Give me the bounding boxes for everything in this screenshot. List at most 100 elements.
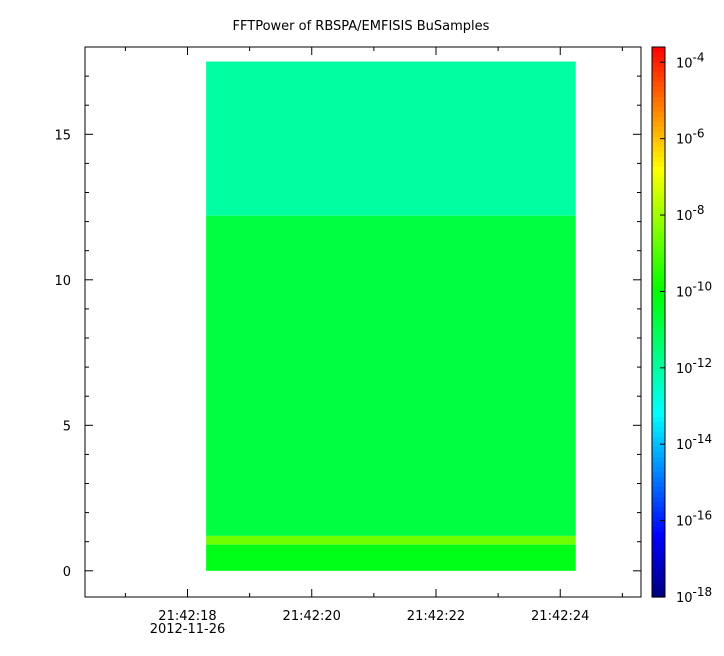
colorbar-tick-exponent: -8 — [693, 203, 705, 217]
colorbar-segment — [652, 502, 665, 508]
colorbar-segment — [652, 197, 665, 203]
colorbar-segment — [652, 167, 665, 173]
colorbar-tick-base: 10 — [676, 133, 693, 148]
colorbar-segment — [652, 552, 665, 558]
colorbar-segment — [652, 317, 665, 323]
colorbar-segment — [652, 422, 665, 428]
colorbar-gradient — [652, 47, 665, 598]
colorbar-segment — [652, 287, 665, 293]
colorbar-segment — [652, 587, 665, 593]
colorbar-tick-label: 10-6 — [676, 127, 705, 148]
colorbar-segment — [652, 357, 665, 363]
colorbar-segment — [652, 222, 665, 228]
colorbar-segment — [652, 247, 665, 253]
heatmap-band-0 — [206, 61, 576, 216]
x-tick-label: 21:42:18 — [158, 609, 216, 624]
colorbar-segment — [652, 457, 665, 463]
y-tick-label: 0 — [63, 565, 71, 580]
colorbar-segment — [652, 592, 665, 598]
colorbar-segment — [652, 462, 665, 468]
colorbar-segment — [652, 97, 665, 103]
colorbar-segment — [652, 522, 665, 528]
colorbar-segment — [652, 472, 665, 478]
colorbar-segment — [652, 477, 665, 483]
colorbar-segment — [652, 392, 665, 398]
colorbar-segment — [652, 257, 665, 263]
colorbar-segment — [652, 577, 665, 583]
colorbar-segment — [652, 282, 665, 288]
colorbar-segment — [652, 127, 665, 133]
x-tick-label: 21:42:20 — [283, 609, 341, 624]
colorbar-tick-exponent: -10 — [693, 279, 713, 293]
colorbar-tick-base: 10 — [676, 515, 693, 530]
heatmap-band-2 — [206, 535, 576, 545]
colorbar-segment — [652, 572, 665, 578]
colorbar-segment — [652, 117, 665, 123]
colorbar-tick-exponent: -12 — [693, 356, 713, 370]
colorbar-segment — [652, 437, 665, 443]
colorbar-segment — [652, 337, 665, 343]
colorbar-segment — [652, 467, 665, 473]
colorbar-tick-base: 10 — [676, 438, 693, 453]
colorbar-tick-exponent: -14 — [693, 432, 713, 446]
colorbar-segment — [652, 212, 665, 218]
colorbar-segment — [652, 562, 665, 568]
colorbar-segment — [652, 507, 665, 513]
colorbar-segment — [652, 442, 665, 448]
colorbar-segment — [652, 57, 665, 63]
colorbar-segment — [652, 312, 665, 318]
colorbar-segment — [652, 367, 665, 373]
colorbar-segment — [652, 177, 665, 183]
colorbar-segment — [652, 447, 665, 453]
colorbar-segment — [652, 527, 665, 533]
colorbar-segment — [652, 427, 665, 433]
colorbar-segment — [652, 192, 665, 198]
colorbar-tick-label: 10-12 — [676, 356, 712, 377]
colorbar-segment — [652, 142, 665, 148]
colorbar-segment — [652, 232, 665, 238]
colorbar-tick-label: 10-18 — [676, 585, 712, 606]
colorbar-tick-exponent: -4 — [693, 50, 705, 64]
colorbar-segment — [652, 342, 665, 348]
colorbar-segment — [652, 397, 665, 403]
y-tick-label: 5 — [63, 419, 71, 434]
x-tick-label: 21:42:24 — [531, 609, 589, 624]
colorbar-segment — [652, 72, 665, 78]
colorbar-segment — [652, 152, 665, 158]
colorbar-segment — [652, 242, 665, 248]
colorbar-segment — [652, 302, 665, 308]
colorbar-segment — [652, 147, 665, 153]
colorbar-tick-label: 10-4 — [676, 50, 705, 71]
colorbar-tick-label: 10-10 — [676, 279, 712, 300]
colorbar-segment — [652, 547, 665, 553]
colorbar-segment — [652, 377, 665, 383]
colorbar-segment — [652, 67, 665, 73]
colorbar-segment — [652, 187, 665, 193]
colorbar-segment — [652, 77, 665, 83]
plot-frame — [84, 46, 642, 598]
colorbar-segment — [652, 382, 665, 388]
colorbar-segment — [652, 227, 665, 233]
colorbar-segment — [652, 122, 665, 128]
colorbar-segment — [652, 202, 665, 208]
chart-title: FFTPower of RBSPA/EMFISIS BuSamples — [233, 19, 490, 34]
colorbar-segment — [652, 482, 665, 488]
colorbar-segment — [652, 557, 665, 563]
colorbar-tick-label: 10-14 — [676, 432, 712, 453]
heatmap-band-3 — [206, 544, 576, 571]
x-tick-label: 21:42:22 — [407, 609, 465, 624]
colorbar-tick-base: 10 — [676, 362, 693, 377]
colorbar-segment — [652, 267, 665, 273]
colorbar-segment — [652, 92, 665, 98]
colorbar-segment — [652, 277, 665, 283]
colorbar-segment — [652, 87, 665, 93]
colorbar-segment — [652, 162, 665, 168]
colorbar-segment — [652, 172, 665, 178]
colorbar-segment — [652, 417, 665, 423]
colorbar-segment — [652, 407, 665, 413]
colorbar-segment — [652, 517, 665, 523]
